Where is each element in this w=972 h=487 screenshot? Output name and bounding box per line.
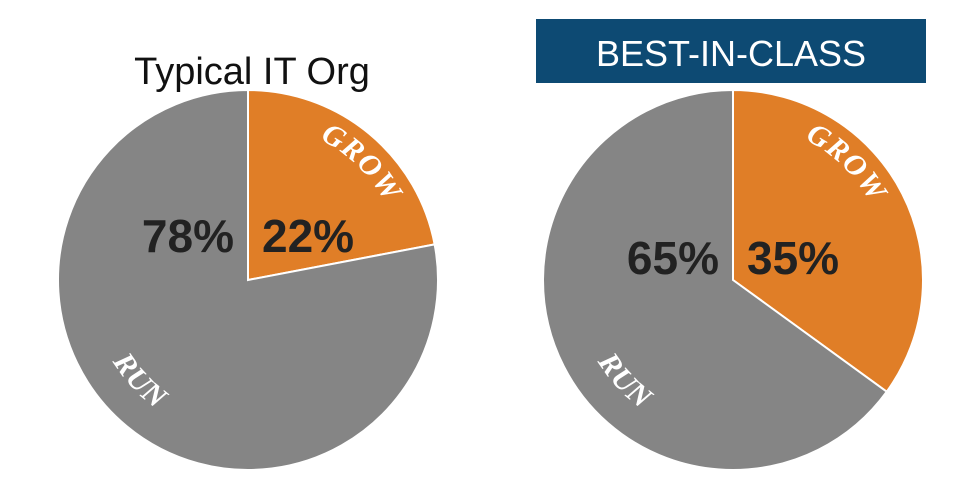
chart-title: BEST-IN-CLASS <box>596 33 866 74</box>
slice-value-label-run: 65% <box>627 232 719 284</box>
pie-slice-grow <box>247 88 436 282</box>
pie-slice-run <box>542 88 889 471</box>
slice-value-label-grow: 22% <box>262 210 354 262</box>
slice-value-label-grow: 35% <box>747 232 839 284</box>
slice-value-label-run: 78% <box>142 210 234 262</box>
pie-slice-grow <box>732 88 924 394</box>
title-banner <box>536 19 926 83</box>
pie-slice-run <box>57 88 439 471</box>
chart-title: Typical IT Org <box>134 51 370 93</box>
